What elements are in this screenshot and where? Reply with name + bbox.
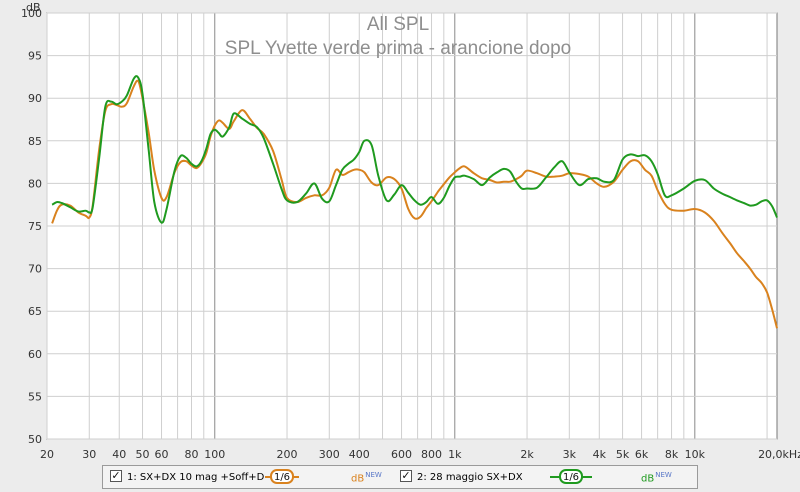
x-tick-labels: 20 30 40 50 60 80 100 200 300 400 600 800 1k 2k 3k 4k 5k… <box>40 448 800 461</box>
x-tick-label: 200 <box>277 448 298 461</box>
y-tick-label: 80 <box>28 177 42 190</box>
chart-subtitle: SPL Yvette verde prima - arancione dopo <box>225 38 571 59</box>
x-tick-label: 5k <box>616 448 630 461</box>
y-tick-label: 95 <box>28 50 42 63</box>
x-tick-label: 1k <box>448 448 462 461</box>
x-tick-label: 8k <box>665 448 679 461</box>
legend-checkbox-2[interactable]: ✓ <box>400 469 412 482</box>
y-tick-label: 60 <box>28 348 42 361</box>
grid <box>46 12 777 440</box>
x-tick-label: 600 <box>391 448 412 461</box>
x-tick-label: 2k <box>520 448 534 461</box>
x-tick-label: 20,0kHz <box>758 448 800 461</box>
x-tick-label: 400 <box>349 448 370 461</box>
x-tick-label: 20 <box>40 448 54 461</box>
x-tick-label: 3k <box>563 448 577 461</box>
y-tick-label: 50 <box>28 433 42 446</box>
x-tick-label: 4k <box>593 448 607 461</box>
x-tick-label: 40 <box>112 448 126 461</box>
y-tick-label: 70 <box>28 263 42 276</box>
x-tick-label: 50 <box>136 448 150 461</box>
series-line-1 <box>51 79 778 329</box>
legend-label-2: 2: 28 maggio SX+DX <box>417 472 523 483</box>
x-tick-label: 300 <box>319 448 340 461</box>
y-tick-label: 90 <box>28 92 42 105</box>
y-axis-label: dB <box>26 1 41 14</box>
y-tick-label: 85 <box>28 135 42 148</box>
y-tick-label: 100 <box>21 7 42 20</box>
legend-smoothing-1[interactable]: 1/6 <box>270 469 294 484</box>
x-tick-label: 100 <box>204 448 225 461</box>
y-tick-label: 75 <box>28 220 42 233</box>
legend-smoothing-2[interactable]: 1/6 <box>559 469 583 484</box>
legend-unit-2[interactable]: dBNEW <box>641 471 672 485</box>
x-tick-label: 10k <box>685 448 706 461</box>
x-tick-label: 6k <box>635 448 649 461</box>
x-tick-label: 80 <box>185 448 199 461</box>
x-tick-label: 30 <box>82 448 96 461</box>
y-tick-labels: 50 55 60 65 70 75 80 85 90 95 100 <box>21 7 42 446</box>
chart-title: All SPL <box>367 14 429 35</box>
legend-unit-1[interactable]: dBNEW <box>351 471 382 485</box>
y-tick-label: 65 <box>28 305 42 318</box>
series-lines <box>51 75 778 329</box>
series-line-2 <box>51 75 778 224</box>
legend-checkbox-1[interactable]: ✓ <box>110 469 122 482</box>
legend: ✓ 1: SX+DX 10 mag +Soff+D 1/6 dBNEW ✓ 2:… <box>102 465 698 489</box>
x-tick-label: 60 <box>155 448 169 461</box>
x-tick-label: 800 <box>421 448 442 461</box>
legend-label-1: 1: SX+DX 10 mag +Soff+D <box>127 472 265 483</box>
y-tick-label: 55 <box>28 390 42 403</box>
